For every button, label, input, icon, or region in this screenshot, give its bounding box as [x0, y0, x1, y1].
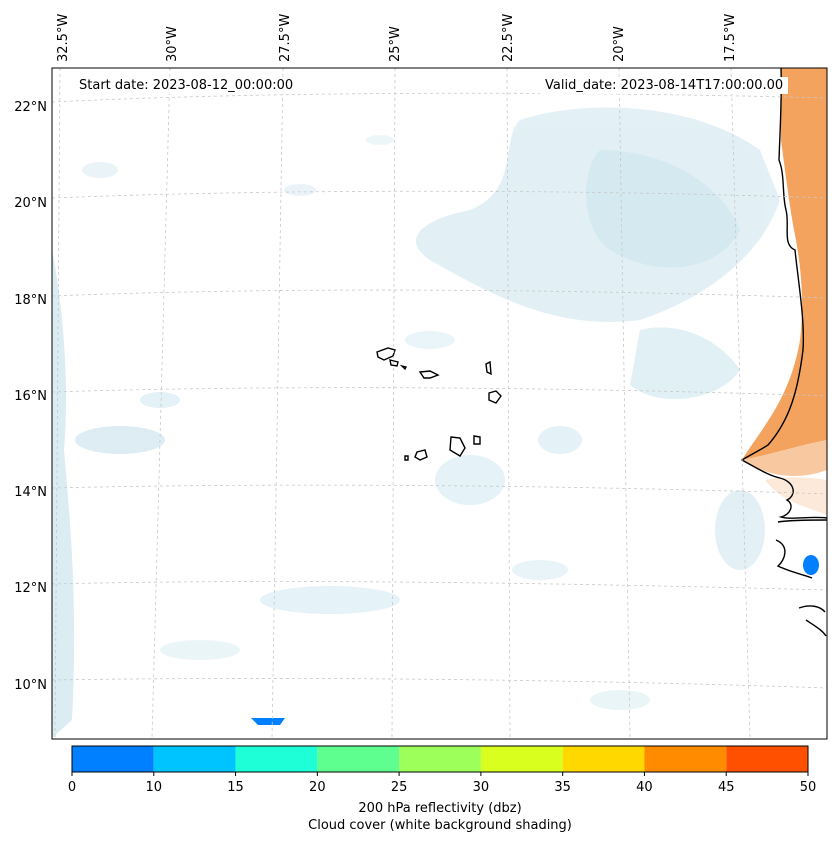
reflectivity-cells — [251, 555, 819, 725]
colorbar-segment — [72, 746, 154, 772]
start-date-label: Start date: 2023-08-12_00:00:00 — [74, 77, 299, 94]
colorbar-tick-label: 50 — [799, 780, 817, 795]
lat-label: 12°N — [14, 581, 47, 596]
latitude-labels: 22°N 20°N 18°N 16°N 14°N 12°N 10°N — [14, 100, 47, 693]
lon-label: 22.5°W — [501, 14, 516, 62]
colorbar-segment — [153, 746, 236, 772]
gridlines — [51, 67, 828, 739]
colorbar-tick-label: 35 — [554, 780, 571, 795]
colorbar-label: 200 hPa reflectivity (dbz) — [358, 801, 522, 816]
colorbar-segment — [317, 746, 400, 772]
lat-label: 16°N — [14, 389, 47, 404]
colorbar-segment — [726, 746, 808, 772]
colorbar-segment — [480, 746, 563, 772]
colorbar-tick-label: 45 — [717, 780, 735, 795]
colorbar-tick-label: 20 — [309, 780, 326, 795]
colorbar-segment — [399, 746, 481, 772]
land-heat-shading — [742, 68, 827, 515]
colorbar-tick-label: 25 — [390, 780, 408, 795]
lon-label: 25°W — [388, 26, 403, 62]
colorbar-tick-label: 15 — [227, 780, 244, 795]
lon-label: 20°W — [612, 26, 627, 62]
colorbar-tick-label: 0 — [67, 780, 77, 795]
lon-label: 30°W — [165, 26, 180, 62]
lon-label: 27.5°W — [278, 14, 293, 62]
longitude-labels: 32.5°W 30°W 27.5°W 25°W 22.5°W 20°W 17.5… — [56, 14, 738, 62]
colorbar-tick-label: 10 — [145, 780, 163, 795]
lat-label: 14°N — [14, 485, 47, 500]
coastline — [376, 67, 828, 637]
map-frame — [51, 67, 828, 740]
colorbar-segment — [644, 746, 727, 772]
lat-label: 20°N — [14, 196, 47, 211]
colorbar-tick-label: 30 — [472, 780, 490, 795]
colorbar-segment — [562, 746, 645, 772]
lon-label: 17.5°W — [723, 14, 738, 62]
valid-date-label: Valid_date: 2023-08-14T17:00:00.00 — [540, 77, 789, 94]
colorbar-border — [71, 745, 809, 773]
lat-label: 22°N — [14, 100, 47, 115]
lat-label: 18°N — [14, 293, 47, 308]
cloud-cover-shading — [52, 107, 780, 738]
colorbar — [71, 745, 809, 776]
lat-label: 10°N — [14, 678, 47, 693]
colorbar-tick-label: 40 — [636, 780, 653, 795]
colorbar-sublabel: Cloud cover (white background shading) — [308, 818, 572, 833]
colorbar-segment — [235, 746, 318, 772]
lon-label: 32.5°W — [56, 14, 71, 62]
